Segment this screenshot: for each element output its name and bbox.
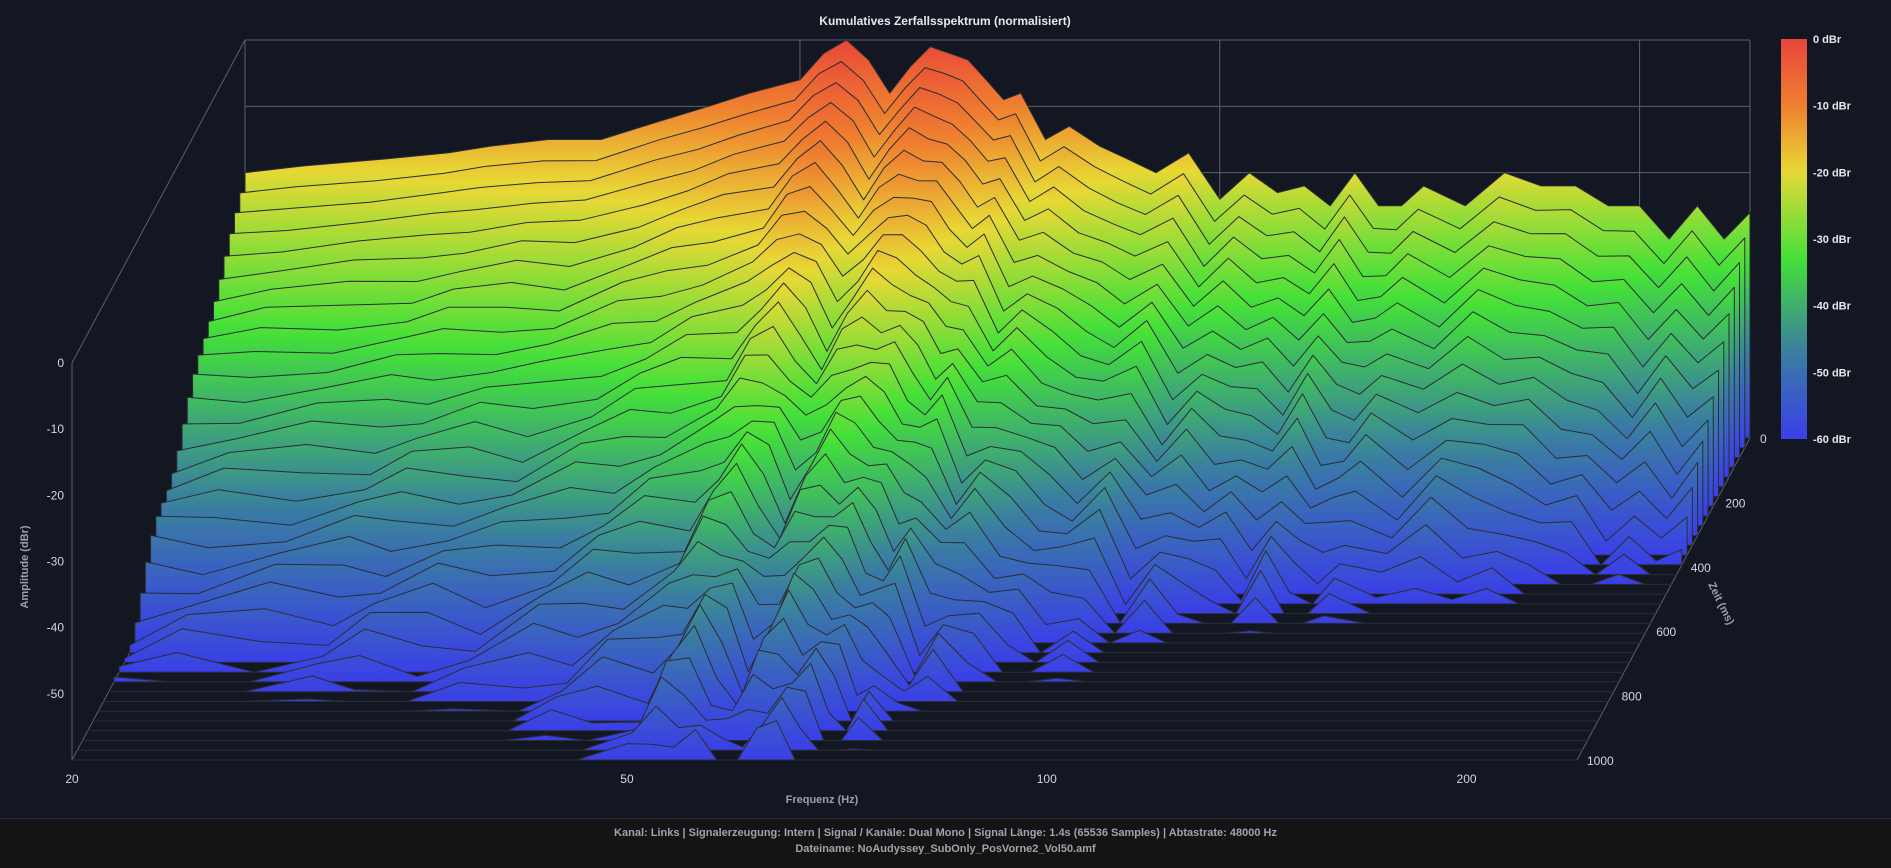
x-axis-label: Frequenz (Hz): [786, 794, 859, 806]
colorbar-tick-label: -40 dBr: [1813, 301, 1852, 313]
decay-slice: [92, 624, 1599, 722]
x-tick-label: 50: [620, 772, 634, 786]
frame-edge: [1576, 437, 1751, 761]
z-tick-label: 400: [1691, 561, 1711, 575]
x-tick-label: 100: [1037, 772, 1057, 786]
colorbar-tick-label: -30 dBr: [1813, 234, 1852, 246]
decay-slice: [87, 657, 1594, 732]
decay-slice: [129, 491, 1636, 654]
decay-slice: [76, 696, 1583, 751]
chart-title: Kumulatives Zerfallsspektrum (normalisie…: [819, 14, 1070, 28]
x-tick-label: 20: [65, 772, 79, 786]
colorbar-tick-label: 0 dBr: [1813, 34, 1842, 46]
y-tick-label: 0: [57, 356, 64, 370]
signal-info: Kanal: Links | Signalerzeugung: Intern |…: [614, 827, 1277, 839]
z-tick-label: 600: [1656, 625, 1676, 639]
y-axis-label: Amplitude (dBr): [19, 525, 31, 608]
waterfall-chart: Kumulatives Zerfallsspektrum (normalisie…: [19, 14, 1852, 806]
decay-slice: [113, 557, 1620, 683]
colorbar-tick-label: -50 dBr: [1813, 367, 1852, 379]
z-tick-label: 1000: [1587, 754, 1614, 768]
y-tick-label: -20: [47, 488, 65, 502]
decay-slice: [82, 676, 1588, 741]
frame-edge: [71, 39, 246, 364]
info-footer: Kanal: Links | Signalerzeugung: Intern |…: [0, 818, 1891, 868]
colorbar-tick-label: -60 dBr: [1813, 434, 1852, 446]
file-name: Dateiname: NoAudyssey_SubOnly_PosVorne2_…: [795, 843, 1096, 855]
z-tick-label: 200: [1725, 496, 1745, 510]
z-tick-label: 0: [1760, 432, 1767, 446]
decay-slice: [71, 720, 1578, 761]
surface-slices: [71, 39, 1751, 761]
colorbar-labels: 0 dBr -10 dBr -20 dBr -30 dBr -40 dBr -50 dBr…: [1813, 34, 1852, 446]
z-axis-label: Zeit (ms): [1705, 580, 1736, 627]
axes-labels: 20 50 100 200 0 -10 -20 -30 -40 -50 0 200 400 600 800 1…: [47, 356, 1767, 786]
y-tick-label: -50: [47, 687, 65, 701]
y-tick-label: -30: [47, 555, 65, 569]
colorbar: [1781, 39, 1807, 439]
decay-slice: [97, 604, 1604, 712]
decay-slice: [103, 589, 1609, 702]
decay-slice: [134, 462, 1641, 644]
z-tick-label: 800: [1622, 690, 1642, 704]
colorbar-tick-label: -20 dBr: [1813, 167, 1852, 179]
x-tick-label: 200: [1457, 772, 1477, 786]
y-tick-label: -40: [47, 621, 65, 635]
colorbar-tick-label: -10 dBr: [1813, 101, 1852, 113]
decay-slice: [108, 572, 1615, 693]
y-tick-label: -10: [47, 422, 65, 436]
